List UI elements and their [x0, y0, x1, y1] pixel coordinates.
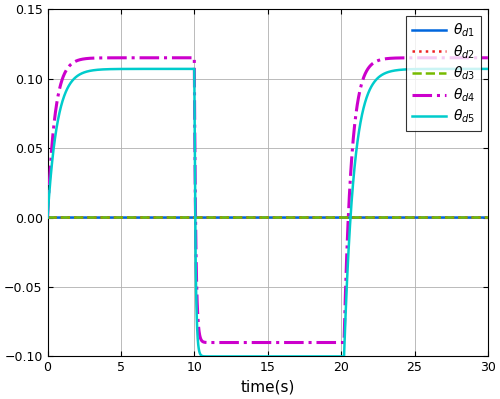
X-axis label: time(s): time(s): [240, 380, 295, 395]
Legend: $\theta_{d1}$, $\theta_{d2}$, $\theta_{d3}$, $\theta_{d4}$, $\theta_{d5}$: $\theta_{d1}$, $\theta_{d2}$, $\theta_{d…: [406, 16, 481, 131]
